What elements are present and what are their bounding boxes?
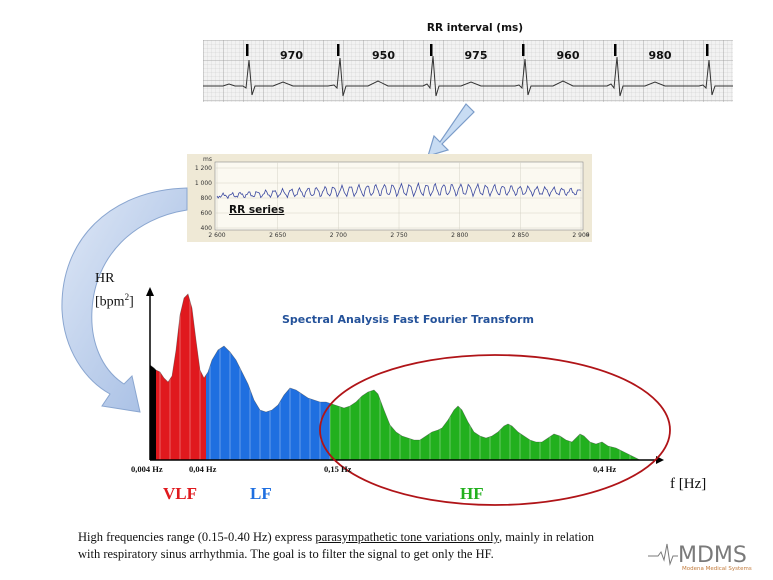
rr-series-label: RR series: [229, 204, 285, 216]
y-label-sup: 2: [124, 292, 130, 302]
tick-0004hz: 0,004 Hz: [131, 464, 163, 474]
caption-line2: with respiratory sinus arrhythmia. The g…: [78, 547, 494, 561]
rr-series-panel: 1 200 1 000 800 600 400 2 600 2 650 2 700 2 750…: [187, 154, 592, 242]
rr-interval-label: 970: [280, 49, 303, 62]
logo-text: MDMS: [678, 543, 747, 568]
rr-y-tick: 1 000: [195, 180, 212, 187]
caption-line1-end: , mainly in relation: [498, 530, 595, 544]
y-label-close: ]: [129, 294, 134, 310]
rr-x-tick: 2 900: [572, 232, 589, 239]
rr-series-trace: [216, 181, 582, 200]
rr-interval-label: 950: [372, 49, 395, 62]
caption: High frequencies range (0.15-0.40 Hz) ex…: [78, 529, 758, 563]
spectrum-chart: [146, 287, 671, 506]
rr-y-tick: 600: [201, 210, 213, 217]
vlf-band-label: VLF: [163, 484, 197, 503]
tick-004hz: 0,04 Hz: [189, 464, 217, 474]
frequency-axis-label: f [Hz]: [670, 476, 707, 492]
ecg-trace: [203, 55, 733, 97]
spectrum-title: Spectral Analysis Fast Fourier Transform: [282, 313, 534, 326]
down-arrow-icon: [427, 103, 475, 157]
curved-arrow-icon: [61, 187, 188, 413]
y-label-line2: [bpm: [95, 294, 125, 310]
rr-marker: [430, 44, 433, 56]
rr-marker: [614, 44, 617, 56]
rr-interval-label: 975: [465, 49, 488, 62]
y-label-line1: HR: [95, 271, 115, 286]
rr-y-unit: ms: [203, 156, 212, 163]
ecg-strip: 970 950 975 960 980: [203, 40, 733, 102]
rr-x-tick: 2 700: [330, 232, 347, 239]
hf-highlight-ellipse: [319, 354, 671, 506]
rr-x-tick: 2 800: [451, 232, 468, 239]
lf-band-label: LF: [250, 484, 272, 503]
rr-y-tick: 1 200: [195, 165, 212, 172]
rr-x-tick: 2 750: [390, 232, 407, 239]
rr-x-tick: 2 650: [269, 232, 286, 239]
mdms-logo: MDMS Modena Medical Systems: [648, 543, 752, 572]
rr-marker: [246, 44, 249, 56]
rr-marker: [337, 44, 340, 56]
rr-y-tick: 400: [201, 225, 213, 232]
hf-band-label: HF: [460, 484, 484, 503]
spectrum-y-label: HR [bpm2]: [95, 270, 134, 312]
rr-interval-label: 960: [557, 49, 580, 62]
rr-x-unit: s: [586, 231, 589, 238]
rr-marker: [706, 44, 709, 56]
caption-emphasis: parasympathetic tone variations only: [315, 530, 499, 544]
logo-subtitle: Modena Medical Systems: [682, 566, 752, 572]
rr-x-tick: 2 600: [208, 232, 225, 239]
tick-04hz: 0,4 Hz: [593, 464, 617, 474]
rr-marker: [522, 44, 525, 56]
tick-015hz: 0,15 Hz: [324, 464, 352, 474]
caption-line1-start: High frequencies range (0.15-0.40 Hz) ex…: [78, 530, 316, 544]
rr-x-tick: 2 850: [512, 232, 529, 239]
ecg-title: RR interval (ms): [426, 22, 524, 34]
rr-interval-label: 980: [649, 49, 672, 62]
rr-y-tick: 800: [201, 195, 213, 202]
